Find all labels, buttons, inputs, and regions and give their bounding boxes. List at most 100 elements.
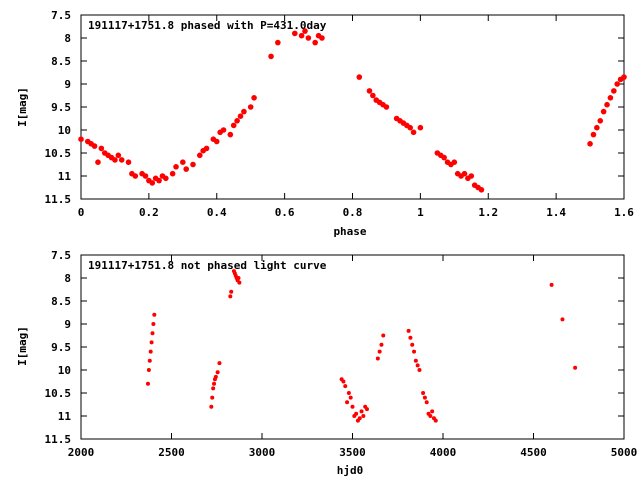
x-tick-label: 0.2 [139, 206, 159, 219]
y-tick-label: 8 [64, 32, 71, 45]
data-point [268, 53, 274, 60]
data-point [407, 124, 413, 131]
data-point [213, 374, 218, 379]
x-tick-label: 3500 [339, 446, 366, 459]
x-tick-label: 0.6 [275, 206, 295, 219]
data-point [95, 159, 101, 165]
chart-title: 191117+1751.8 phased with P=431.0day [88, 19, 327, 32]
data-point [594, 124, 600, 131]
data-point [417, 368, 422, 372]
data-points [78, 28, 627, 193]
data-point [346, 391, 351, 395]
data-point [215, 370, 220, 375]
x-axis-label: hjd0 [337, 464, 364, 477]
data-point [147, 358, 152, 363]
y-tick-label: 8.5 [51, 55, 71, 68]
y-tick-label: 9 [64, 78, 71, 91]
data-point [227, 131, 234, 138]
y-tick-label: 10.5 [45, 387, 72, 400]
data-point [163, 175, 169, 182]
data-point [237, 280, 242, 285]
y-tick-label: 9 [64, 318, 71, 331]
chart-title: 191117+1751.8 not phased light curve [88, 259, 327, 272]
data-point [156, 177, 162, 184]
x-tick-label: 0 [78, 206, 85, 219]
data-point [406, 328, 411, 333]
data-point [148, 349, 153, 354]
data-point [312, 39, 318, 46]
data-point [413, 358, 418, 363]
data-point [441, 154, 447, 161]
data-point [125, 159, 132, 165]
data-point [359, 409, 364, 414]
phased-light-curve-panel: 191117+1751.8 phased with P=431.0day pha… [16, 9, 634, 238]
data-point [421, 391, 426, 395]
data-point [78, 136, 84, 142]
data-point [251, 95, 257, 101]
data-point [428, 414, 433, 418]
data-point [183, 166, 190, 172]
data-point [241, 108, 247, 115]
data-point [230, 122, 237, 129]
data-point [410, 129, 417, 136]
data-point [415, 363, 420, 368]
data-point [228, 294, 233, 299]
data-point [203, 145, 210, 152]
data-point [229, 289, 234, 294]
data-point [213, 138, 220, 145]
data-point [560, 317, 565, 322]
data-point [151, 322, 156, 326]
y-axis-label: I[mag] [16, 87, 29, 127]
data-point [379, 342, 384, 347]
data-point [348, 395, 353, 400]
x-ticks: 2000 2500 3000 3500 4000 4500 5000 [68, 255, 638, 459]
y-ticks: 7.5 8 8.5 9 9.5 10 10.5 11 11.5 [45, 9, 624, 206]
data-point [209, 404, 214, 409]
data-point [220, 127, 227, 133]
y-tick-label: 10 [58, 364, 71, 377]
data-point [112, 157, 118, 163]
y-tick-label: 11 [58, 410, 72, 423]
x-ticks: 0 0.2 0.4 0.6 0.8 1 1.2 1.4 1.6 [78, 15, 634, 219]
data-point [118, 157, 125, 163]
unphased-light-curve-panel: 191117+1751.8 not phased light curve hjd… [16, 249, 637, 477]
data-point [366, 88, 373, 94]
data-point [408, 335, 413, 340]
data-point [115, 152, 122, 159]
data-point [132, 173, 139, 179]
data-point [549, 282, 554, 287]
data-point [422, 395, 427, 400]
x-tick-label: 0.4 [207, 206, 227, 219]
data-point [302, 28, 308, 34]
data-point [234, 118, 240, 124]
data-point [573, 365, 578, 370]
data-point [152, 312, 157, 317]
x-tick-label: 5000 [611, 446, 638, 459]
data-points [145, 269, 578, 423]
data-point [196, 152, 203, 159]
data-point [146, 368, 151, 372]
data-point [236, 276, 241, 280]
data-point [150, 331, 155, 336]
data-point [370, 92, 376, 99]
data-point [478, 187, 485, 193]
x-tick-label: 1.2 [478, 206, 498, 219]
data-point [341, 379, 346, 384]
data-point [468, 173, 475, 179]
y-tick-label: 10 [58, 124, 71, 137]
data-point [343, 384, 348, 389]
data-point [275, 39, 281, 46]
y-tick-label: 11 [58, 170, 72, 183]
data-point [430, 409, 435, 414]
data-point [604, 101, 610, 108]
x-tick-label: 1.6 [614, 206, 634, 219]
data-point [210, 395, 215, 400]
y-tick-label: 7.5 [51, 249, 71, 262]
x-tick-label: 3000 [249, 446, 276, 459]
data-point [212, 381, 217, 386]
data-point [377, 349, 382, 354]
data-point [354, 411, 359, 416]
data-point [461, 170, 468, 177]
x-axis-label: phase [333, 225, 366, 238]
